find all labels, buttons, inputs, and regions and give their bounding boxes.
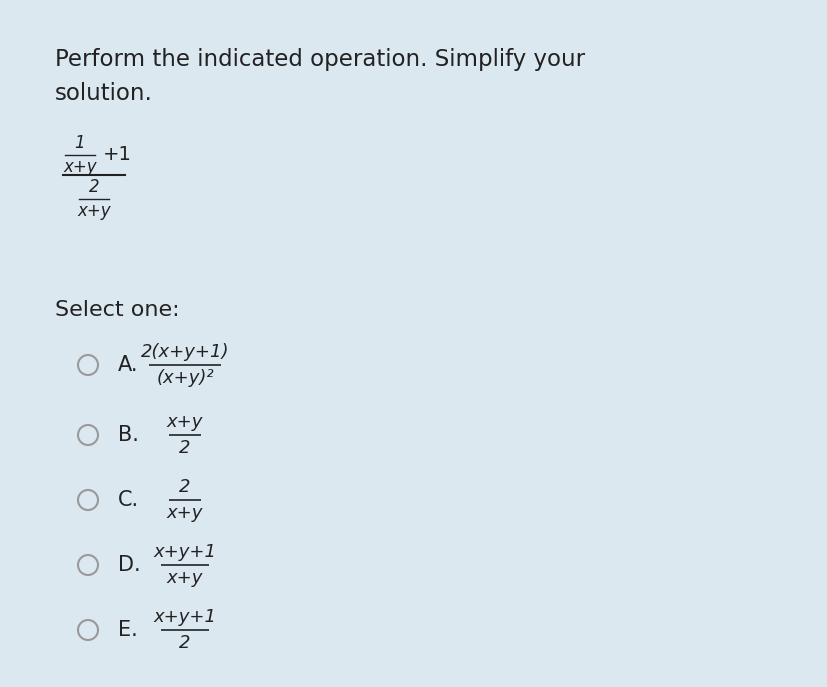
- Text: 2: 2: [179, 634, 190, 652]
- Text: C.: C.: [118, 490, 139, 510]
- Text: 2: 2: [179, 478, 190, 496]
- Text: x+y+1: x+y+1: [153, 608, 216, 626]
- Text: A.: A.: [118, 355, 138, 375]
- Text: D.: D.: [118, 555, 141, 575]
- Text: solution.: solution.: [55, 82, 153, 105]
- Text: Select one:: Select one:: [55, 300, 179, 320]
- Text: +1: +1: [103, 146, 131, 164]
- Text: x+y: x+y: [166, 504, 203, 522]
- Text: x+y+1: x+y+1: [153, 543, 216, 561]
- Text: Perform the indicated operation. Simplify your: Perform the indicated operation. Simplif…: [55, 48, 585, 71]
- Text: x+y: x+y: [63, 158, 97, 176]
- Text: x+y: x+y: [166, 413, 203, 431]
- Text: 1: 1: [74, 134, 85, 152]
- Text: 2: 2: [88, 178, 99, 196]
- Text: B.: B.: [118, 425, 139, 445]
- Text: E.: E.: [118, 620, 137, 640]
- Text: 2: 2: [179, 439, 190, 457]
- Text: x+y: x+y: [77, 202, 111, 220]
- Text: (x+y)²: (x+y)²: [156, 369, 213, 387]
- Text: 2(x+y+1): 2(x+y+1): [141, 343, 229, 361]
- Text: x+y: x+y: [166, 569, 203, 587]
